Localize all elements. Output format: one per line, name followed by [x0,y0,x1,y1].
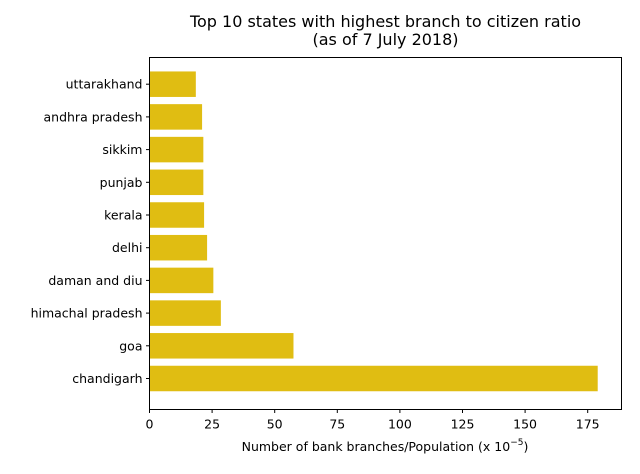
y-tick-label-daman-and-diu: daman and diu [48,273,142,288]
plot-frame [149,57,622,410]
x-axis-label-exponent: −5 [510,438,523,448]
y-tick-label-punjab: punjab [100,175,143,190]
x-tick-label-25: 25 [204,417,220,432]
x-tick-label-100: 100 [388,417,412,432]
bar-delhi [149,234,208,261]
y-tick-label-himachal-pradesh: himachal pradesh [31,306,143,321]
y-tick-label-delhi: delhi [112,240,143,255]
x-tick-label-125: 125 [451,417,475,432]
bar-punjab [149,169,204,196]
bar-kerala [149,202,205,228]
chart-title-line-2: (as of 7 July 2018) [312,30,458,49]
x-axis-label-main: Number of bank branches/Population (x 10 [242,439,511,454]
x-tick-label-150: 150 [513,417,537,432]
y-tick-label-kerala: kerala [104,208,142,223]
x-tick-label-175: 175 [576,417,600,432]
bar-daman-and-diu [149,267,214,294]
x-ticks: 0 25 50 75 100 125 150 175 [146,409,600,432]
x-tick-label-50: 50 [267,417,283,432]
y-tick-label-goa: goa [119,338,142,353]
bars-group [149,71,598,392]
x-tick-label-0: 0 [146,417,154,432]
bar-himachal-pradesh [149,300,221,326]
x-axis-label-close: ) [524,439,529,454]
y-tick-label-chandigarh: chandigarh [72,371,142,386]
x-tick-label-75: 75 [329,417,345,432]
bar-uttarakhand [149,71,196,97]
bar-sikkim [149,136,204,163]
y-tick-label-sikkim: sikkim [102,142,142,157]
y-tick-label-uttarakhand: uttarakhand [66,77,143,92]
y-tick-labels: chandigarh goa himachal pradesh daman and d… [31,77,150,386]
bar-chandigarh [149,365,598,392]
x-axis-label: Number of bank branches/Population (x 10… [242,438,529,454]
bar-goa [149,333,294,359]
bar-andhra-pradesh [149,104,203,130]
y-tick-label-andhra-pradesh: andhra pradesh [43,109,142,124]
chart-title-line-1: Top 10 states with highest branch to cit… [189,12,581,31]
